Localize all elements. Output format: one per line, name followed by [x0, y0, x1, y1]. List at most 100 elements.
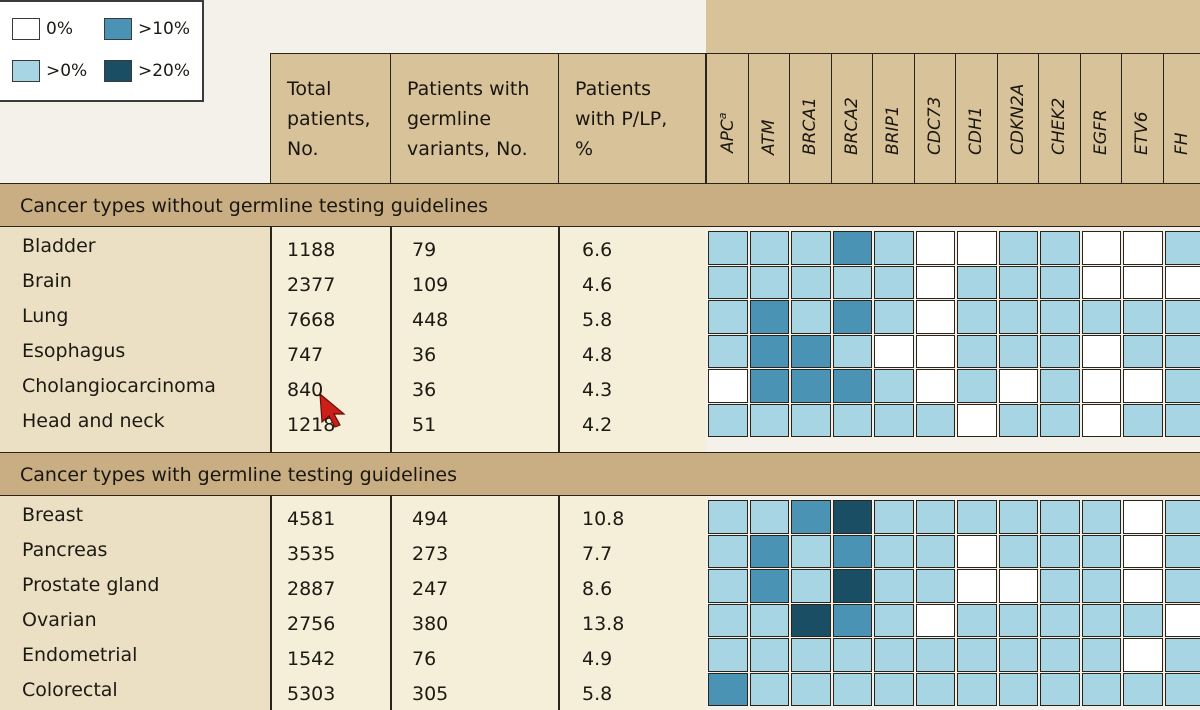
heatmap-cell — [832, 603, 872, 637]
cell-germline: 305 — [412, 683, 449, 705]
heatmap-cell — [1123, 638, 1163, 672]
cell-germline: 36 — [412, 379, 437, 401]
heatmap-cell — [708, 403, 748, 437]
header-plp: Patients with P/LP, % — [558, 53, 706, 183]
heatmap-cell — [874, 300, 914, 334]
heatmap-cell — [791, 500, 831, 534]
heatmap-cell — [1164, 403, 1200, 437]
heatmap-cell — [1164, 334, 1200, 368]
heatmap-cell — [1081, 265, 1121, 299]
heatmap-cell — [1164, 603, 1200, 637]
heatmap-cell — [1123, 500, 1163, 534]
heatmap-cell — [749, 265, 789, 299]
heatmap-cell — [874, 231, 914, 265]
heatmap-cell — [708, 672, 748, 706]
heatmap-cell — [998, 369, 1038, 403]
cell-plp: 4.3 — [582, 379, 613, 401]
cell-plp: 8.6 — [582, 578, 613, 600]
heatmap-cell — [791, 369, 831, 403]
heatmap-cell — [1040, 369, 1080, 403]
heatmap-cell — [915, 569, 955, 603]
cell-plp: 4.9 — [582, 648, 613, 670]
heatmap-cell — [1123, 672, 1163, 706]
heatmap-cell — [1040, 300, 1080, 334]
heatmap-cell — [832, 369, 872, 403]
heatmap-cell — [832, 300, 872, 334]
gene-header-chek2: CHEK2 — [1038, 53, 1080, 183]
heatmap-cell — [832, 403, 872, 437]
heatmap-cell — [915, 300, 955, 334]
heatmap-cell — [957, 534, 997, 568]
cell-plp: 6.6 — [582, 239, 613, 261]
cell-germline: 494 — [412, 508, 449, 530]
gene-header-etv6: ETV6 — [1121, 53, 1163, 183]
heatmap-cell — [1123, 403, 1163, 437]
heatmap-cell — [1040, 334, 1080, 368]
heatmap-cell — [791, 300, 831, 334]
heatmap-cell — [708, 369, 748, 403]
legend-label: >10% — [138, 19, 191, 39]
divider — [390, 227, 392, 452]
heatmap-cell — [1164, 500, 1200, 534]
cell-plp: 4.2 — [582, 414, 613, 436]
heatmap-cell — [1123, 231, 1163, 265]
row-label: Head and neck — [22, 410, 165, 432]
heatmap-cell — [998, 403, 1038, 437]
heatmap-cell — [1040, 231, 1080, 265]
heatmap-cell — [1081, 403, 1121, 437]
heatmap-cell — [915, 334, 955, 368]
heatmap-cell — [1123, 265, 1163, 299]
heatmap-cell — [791, 603, 831, 637]
gene-label: BRIP1 — [883, 105, 903, 155]
heatmap-cell — [1123, 603, 1163, 637]
heatmap-cell — [832, 672, 872, 706]
cell-total: 7668 — [287, 309, 336, 331]
heatmap-cell — [749, 603, 789, 637]
heatmap-cell — [998, 265, 1038, 299]
row-label: Bladder — [22, 235, 96, 257]
heatmap-cell — [998, 300, 1038, 334]
heatmap-cell — [1164, 638, 1200, 672]
heatmap-cell — [915, 638, 955, 672]
heatmap-cell — [1040, 500, 1080, 534]
heatmap-cell — [1040, 534, 1080, 568]
heatmap-cell — [957, 334, 997, 368]
section-title: Cancer types with germline testing guide… — [20, 464, 457, 486]
heatmap-cell — [874, 569, 914, 603]
heatmap-cell — [957, 638, 997, 672]
row-label: Breast — [22, 504, 84, 526]
gene-name: EGFR — [1090, 109, 1111, 155]
cell-germline: 109 — [412, 274, 449, 296]
heatmap-cell — [708, 334, 748, 368]
heatmap-cell — [915, 603, 955, 637]
heatmap-cell — [749, 403, 789, 437]
cell-total: 840 — [287, 379, 324, 401]
row-label: Pancreas — [22, 539, 108, 561]
heatmap-cell — [791, 672, 831, 706]
divider — [558, 227, 560, 452]
heatmap-cell — [1040, 403, 1080, 437]
heatmap-cell — [915, 231, 955, 265]
legend-swatch — [104, 60, 132, 82]
heatmap-cell — [1081, 500, 1121, 534]
heatmap-cell — [957, 231, 997, 265]
heatmap-cell — [832, 265, 872, 299]
heatmap-cell — [957, 672, 997, 706]
heatmap-cell — [998, 231, 1038, 265]
cell-germline: 273 — [412, 543, 449, 565]
cell-germline: 247 — [412, 578, 449, 600]
heatmap-cell — [1164, 300, 1200, 334]
cell-germline: 380 — [412, 613, 449, 635]
gene-name: BRCA1 — [800, 97, 821, 155]
heatmap-cell — [874, 265, 914, 299]
heatmap-cell — [957, 265, 997, 299]
heatmap-cell — [915, 403, 955, 437]
cell-plp: 7.7 — [582, 543, 613, 565]
row-label: Ovarian — [22, 609, 97, 631]
legend-swatch — [12, 18, 40, 40]
gene-header-brip1: BRIP1 — [872, 53, 914, 183]
heatmap-cell — [708, 638, 748, 672]
row-label: Brain — [22, 270, 72, 292]
heatmap-cell — [915, 265, 955, 299]
section-bar-with-guidelines: Cancer types with germline testing guide… — [0, 452, 1200, 496]
